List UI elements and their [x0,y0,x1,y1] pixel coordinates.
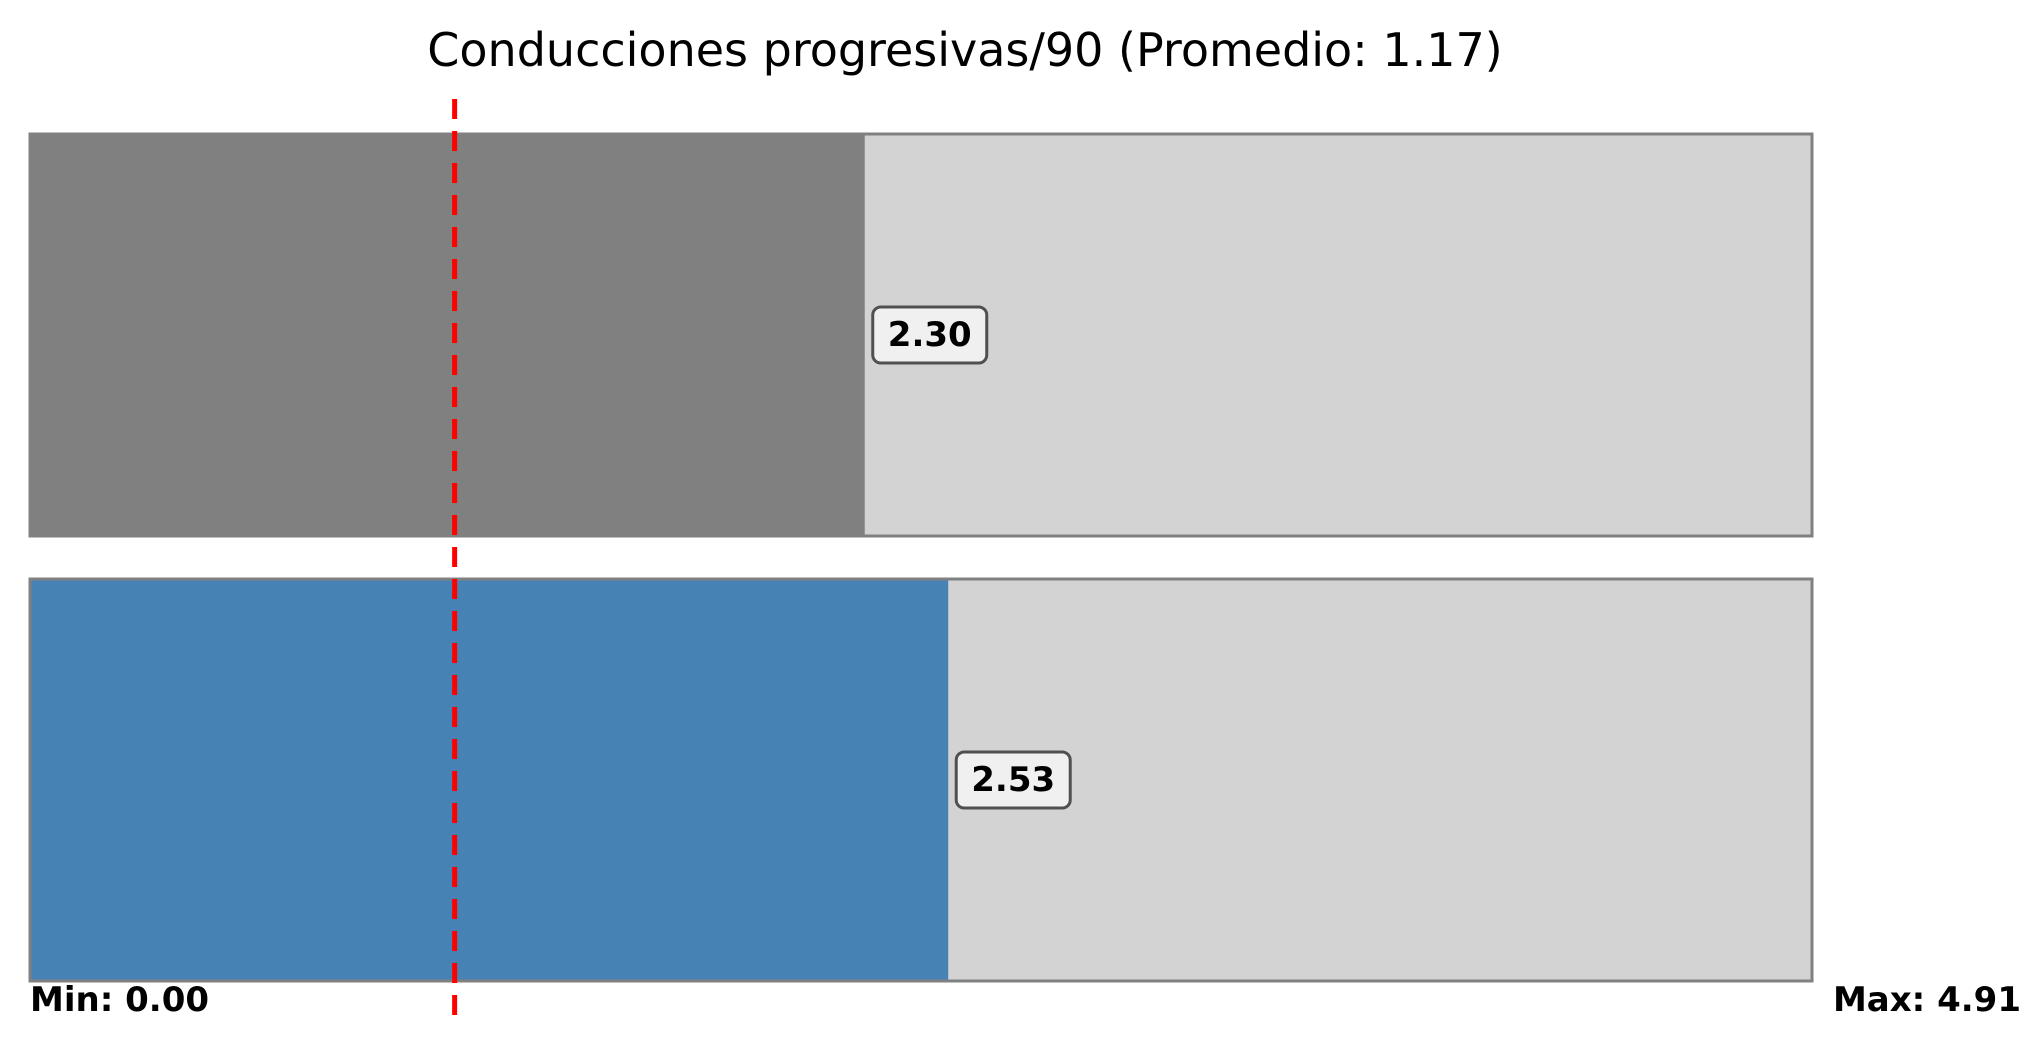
max-label: Max: 4.91 [1833,980,2021,1020]
chart-title: Conducciones progresivas/90 (Promedio: 1… [427,23,1502,77]
min-label: Min: 0.00 [30,980,209,1020]
bar-row-1: 2.53 [28,577,1814,983]
bar-value-label-0: 2.30 [888,315,972,355]
bar-0 [30,134,865,536]
bar-value-box-1 [954,750,1072,810]
bar-value-label-1: 2.53 [971,760,1055,800]
bar-1 [30,579,949,981]
bar-row-0: 2.30 [28,132,1814,538]
bar-border-1 [28,577,1814,983]
bar-border-0 [28,132,1814,538]
bar-value-box-0 [871,305,989,365]
